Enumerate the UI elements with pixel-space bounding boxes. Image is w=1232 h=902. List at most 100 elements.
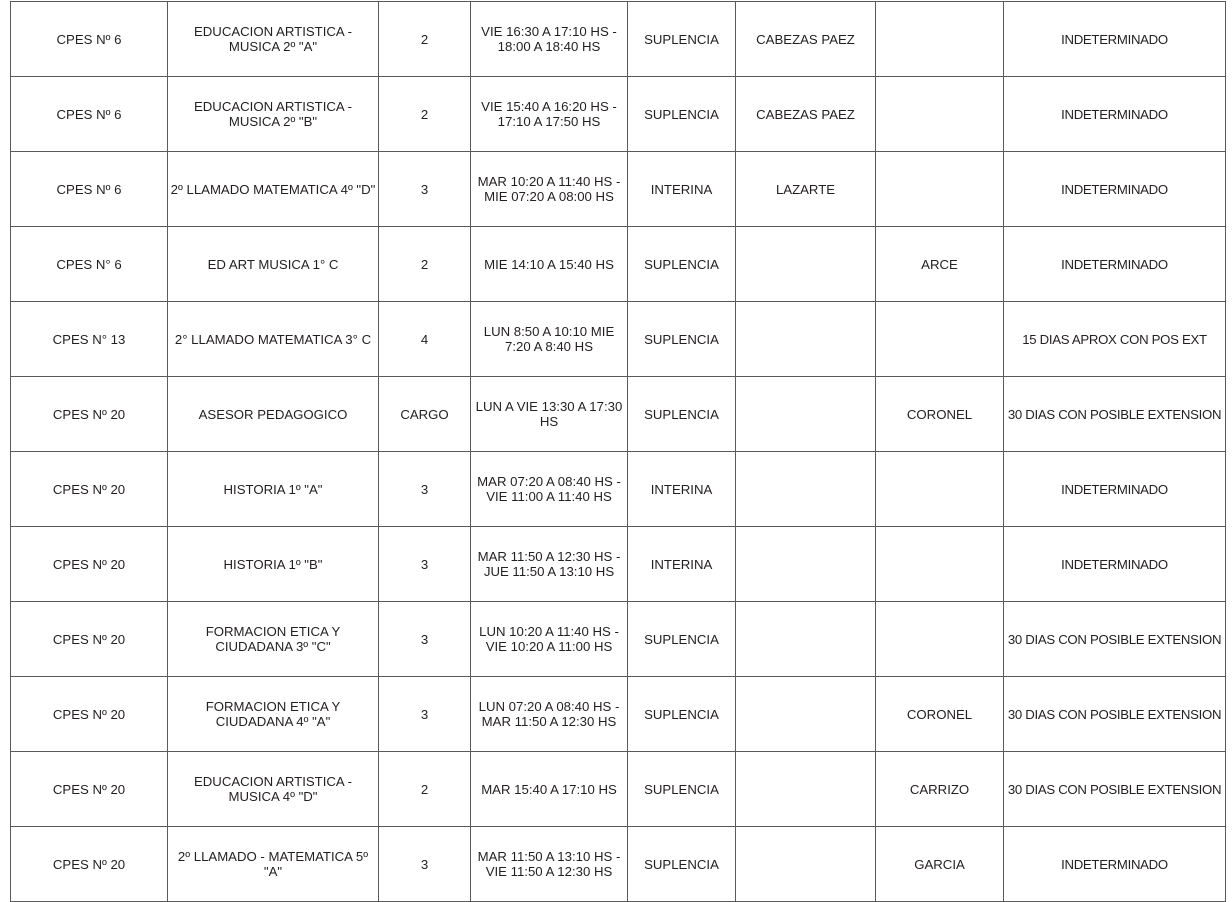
cell-type: SUPLENCIA xyxy=(627,676,736,752)
cell-subject: EDUCACION ARTISTICA - MUSICA 4º "D" xyxy=(167,751,379,827)
cell-duration: INDETERMINADO xyxy=(1003,151,1226,227)
cell-duration: 30 DIAS CON POSIBLE EXTENSION xyxy=(1003,376,1226,452)
cell-duration: 15 DIAS APROX CON POS EXT xyxy=(1003,301,1226,377)
cell-hours: 3 xyxy=(378,451,471,527)
cell-type: INTERINA xyxy=(627,151,736,227)
cell-teacher-a xyxy=(735,526,876,602)
cell-hours: CARGO xyxy=(378,376,471,452)
cell-subject: ED ART MUSICA 1° C xyxy=(167,226,379,302)
cell-school: CPES Nº 6 xyxy=(10,1,168,77)
cell-type: SUPLENCIA xyxy=(627,751,736,827)
cell-hours: 3 xyxy=(378,826,471,902)
cell-schedule: MAR 07:20 A 08:40 HS - VIE 11:00 A 11:40… xyxy=(470,451,628,527)
cell-type: SUPLENCIA xyxy=(627,1,736,77)
cell-duration: INDETERMINADO xyxy=(1003,226,1226,302)
cell-school: CPES N° 6 xyxy=(10,226,168,302)
cell-school: CPES Nº 20 xyxy=(10,526,168,602)
cell-school: CPES Nº 20 xyxy=(10,826,168,902)
table-row: CPES Nº 6 2º LLAMADO MATEMATICA 4º "D" 3 MA… xyxy=(10,151,1226,227)
cell-teacher-b: ARCE xyxy=(875,226,1004,302)
cell-teacher-a xyxy=(735,826,876,902)
cell-type: INTERINA xyxy=(627,526,736,602)
cell-school: CPES Nº 6 xyxy=(10,76,168,152)
table-row: CPES Nº 20 2º LLAMADO - MATEMATICA 5º "A"… xyxy=(10,826,1226,902)
cell-teacher-a xyxy=(735,451,876,527)
cell-schedule: LUN 8:50 A 10:10 MIE 7:20 A 8:40 HS xyxy=(470,301,628,377)
cell-school: CPES Nº 20 xyxy=(10,676,168,752)
cell-teacher-b xyxy=(875,151,1004,227)
cell-schedule: MIE 14:10 A 15:40 HS xyxy=(470,226,628,302)
cell-duration: INDETERMINADO xyxy=(1003,526,1226,602)
cell-schedule: LUN 10:20 A 11:40 HS - VIE 10:20 A 11:00… xyxy=(470,601,628,677)
cell-type: INTERINA xyxy=(627,451,736,527)
cell-schedule: MAR 10:20 A 11:40 HS - MIE 07:20 A 08:00… xyxy=(470,151,628,227)
cell-schedule: LUN 07:20 A 08:40 HS - MAR 11:50 A 12:30… xyxy=(470,676,628,752)
cell-hours: 2 xyxy=(378,751,471,827)
cell-teacher-a xyxy=(735,226,876,302)
cell-subject: HISTORIA 1º "B" xyxy=(167,526,379,602)
cell-type: SUPLENCIA xyxy=(627,826,736,902)
table-row: CPES N° 6 ED ART MUSICA 1° C 2 MIE 14:10 A … xyxy=(10,226,1226,302)
cell-duration: 30 DIAS CON POSIBLE EXTENSION xyxy=(1003,751,1226,827)
cell-school: CPES N° 13 xyxy=(10,301,168,377)
table-row: CPES Nº 20 FORMACION ETICA Y CIUDADANA 3º… xyxy=(10,601,1226,677)
cell-subject: 2º LLAMADO - MATEMATICA 5º "A" xyxy=(167,826,379,902)
table-row: CPES Nº 20 ASESOR PEDAGOGICO CARGO LUN A VI… xyxy=(10,376,1226,452)
cell-hours: 3 xyxy=(378,676,471,752)
table-row: CPES N° 13 2° LLAMADO MATEMATICA 3° C 4 LUN… xyxy=(10,301,1226,377)
cell-duration: INDETERMINADO xyxy=(1003,451,1226,527)
cell-subject: EDUCACION ARTISTICA - MUSICA 2º "B" xyxy=(167,76,379,152)
cell-hours: 2 xyxy=(378,1,471,77)
cell-schedule: MAR 11:50 A 12:30 HS - JUE 11:50 A 13:10… xyxy=(470,526,628,602)
cell-teacher-a: CABEZAS PAEZ xyxy=(735,1,876,77)
cell-subject: ASESOR PEDAGOGICO xyxy=(167,376,379,452)
cell-subject: 2º LLAMADO MATEMATICA 4º "D" xyxy=(167,151,379,227)
cell-school: CPES Nº 20 xyxy=(10,601,168,677)
cell-schedule: VIE 16:30 A 17:10 HS - 18:00 A 18:40 HS xyxy=(470,1,628,77)
table-row: CPES Nº 20 EDUCACION ARTISTICA - MUSICA 4… xyxy=(10,751,1226,827)
cell-duration: INDETERMINADO xyxy=(1003,1,1226,77)
cell-hours: 2 xyxy=(378,226,471,302)
vacancy-table: CPES Nº 6 EDUCACION ARTISTICA - MUSICA 2º… xyxy=(10,1,1226,902)
cell-teacher-a xyxy=(735,376,876,452)
cell-teacher-b xyxy=(875,526,1004,602)
cell-teacher-b xyxy=(875,1,1004,77)
cell-teacher-a xyxy=(735,301,876,377)
cell-school: CPES Nº 20 xyxy=(10,451,168,527)
cell-subject: HISTORIA 1º "A" xyxy=(167,451,379,527)
cell-teacher-b: CARRIZO xyxy=(875,751,1004,827)
cell-hours: 3 xyxy=(378,526,471,602)
cell-subject: 2° LLAMADO MATEMATICA 3° C xyxy=(167,301,379,377)
cell-duration: INDETERMINADO xyxy=(1003,826,1226,902)
cell-teacher-b: CORONEL xyxy=(875,376,1004,452)
cell-teacher-a xyxy=(735,601,876,677)
cell-subject: FORMACION ETICA Y CIUDADANA 3º "C" xyxy=(167,601,379,677)
cell-schedule: VIE 15:40 A 16:20 HS - 17:10 A 17:50 HS xyxy=(470,76,628,152)
cell-duration: INDETERMINADO xyxy=(1003,76,1226,152)
cell-type: SUPLENCIA xyxy=(627,601,736,677)
cell-subject: FORMACION ETICA Y CIUDADANA 4º "A" xyxy=(167,676,379,752)
table-row: CPES Nº 6 EDUCACION ARTISTICA - MUSICA 2º… xyxy=(10,1,1226,77)
cell-teacher-b xyxy=(875,301,1004,377)
cell-hours: 3 xyxy=(378,151,471,227)
cell-type: SUPLENCIA xyxy=(627,376,736,452)
cell-hours: 3 xyxy=(378,601,471,677)
cell-duration: 30 DIAS CON POSIBLE EXTENSION xyxy=(1003,601,1226,677)
cell-teacher-a: LAZARTE xyxy=(735,151,876,227)
table-row: CPES Nº 20 HISTORIA 1º "B" 3 MAR 11:50 A 12… xyxy=(10,526,1226,602)
cell-hours: 2 xyxy=(378,76,471,152)
cell-duration: 30 DIAS CON POSIBLE EXTENSION xyxy=(1003,676,1226,752)
cell-schedule: MAR 11:50 A 13:10 HS - VIE 11:50 A 12:30… xyxy=(470,826,628,902)
cell-type: SUPLENCIA xyxy=(627,301,736,377)
table-row: CPES Nº 6 EDUCACION ARTISTICA - MUSICA 2º… xyxy=(10,76,1226,152)
cell-teacher-a xyxy=(735,751,876,827)
cell-school: CPES Nº 6 xyxy=(10,151,168,227)
cell-schedule: MAR 15:40 A 17:10 HS xyxy=(470,751,628,827)
cell-teacher-b: GARCIA xyxy=(875,826,1004,902)
cell-subject: EDUCACION ARTISTICA - MUSICA 2º "A" xyxy=(167,1,379,77)
cell-teacher-a xyxy=(735,676,876,752)
table-row: CPES Nº 20 FORMACION ETICA Y CIUDADANA 4º… xyxy=(10,676,1226,752)
cell-type: SUPLENCIA xyxy=(627,76,736,152)
cell-hours: 4 xyxy=(378,301,471,377)
